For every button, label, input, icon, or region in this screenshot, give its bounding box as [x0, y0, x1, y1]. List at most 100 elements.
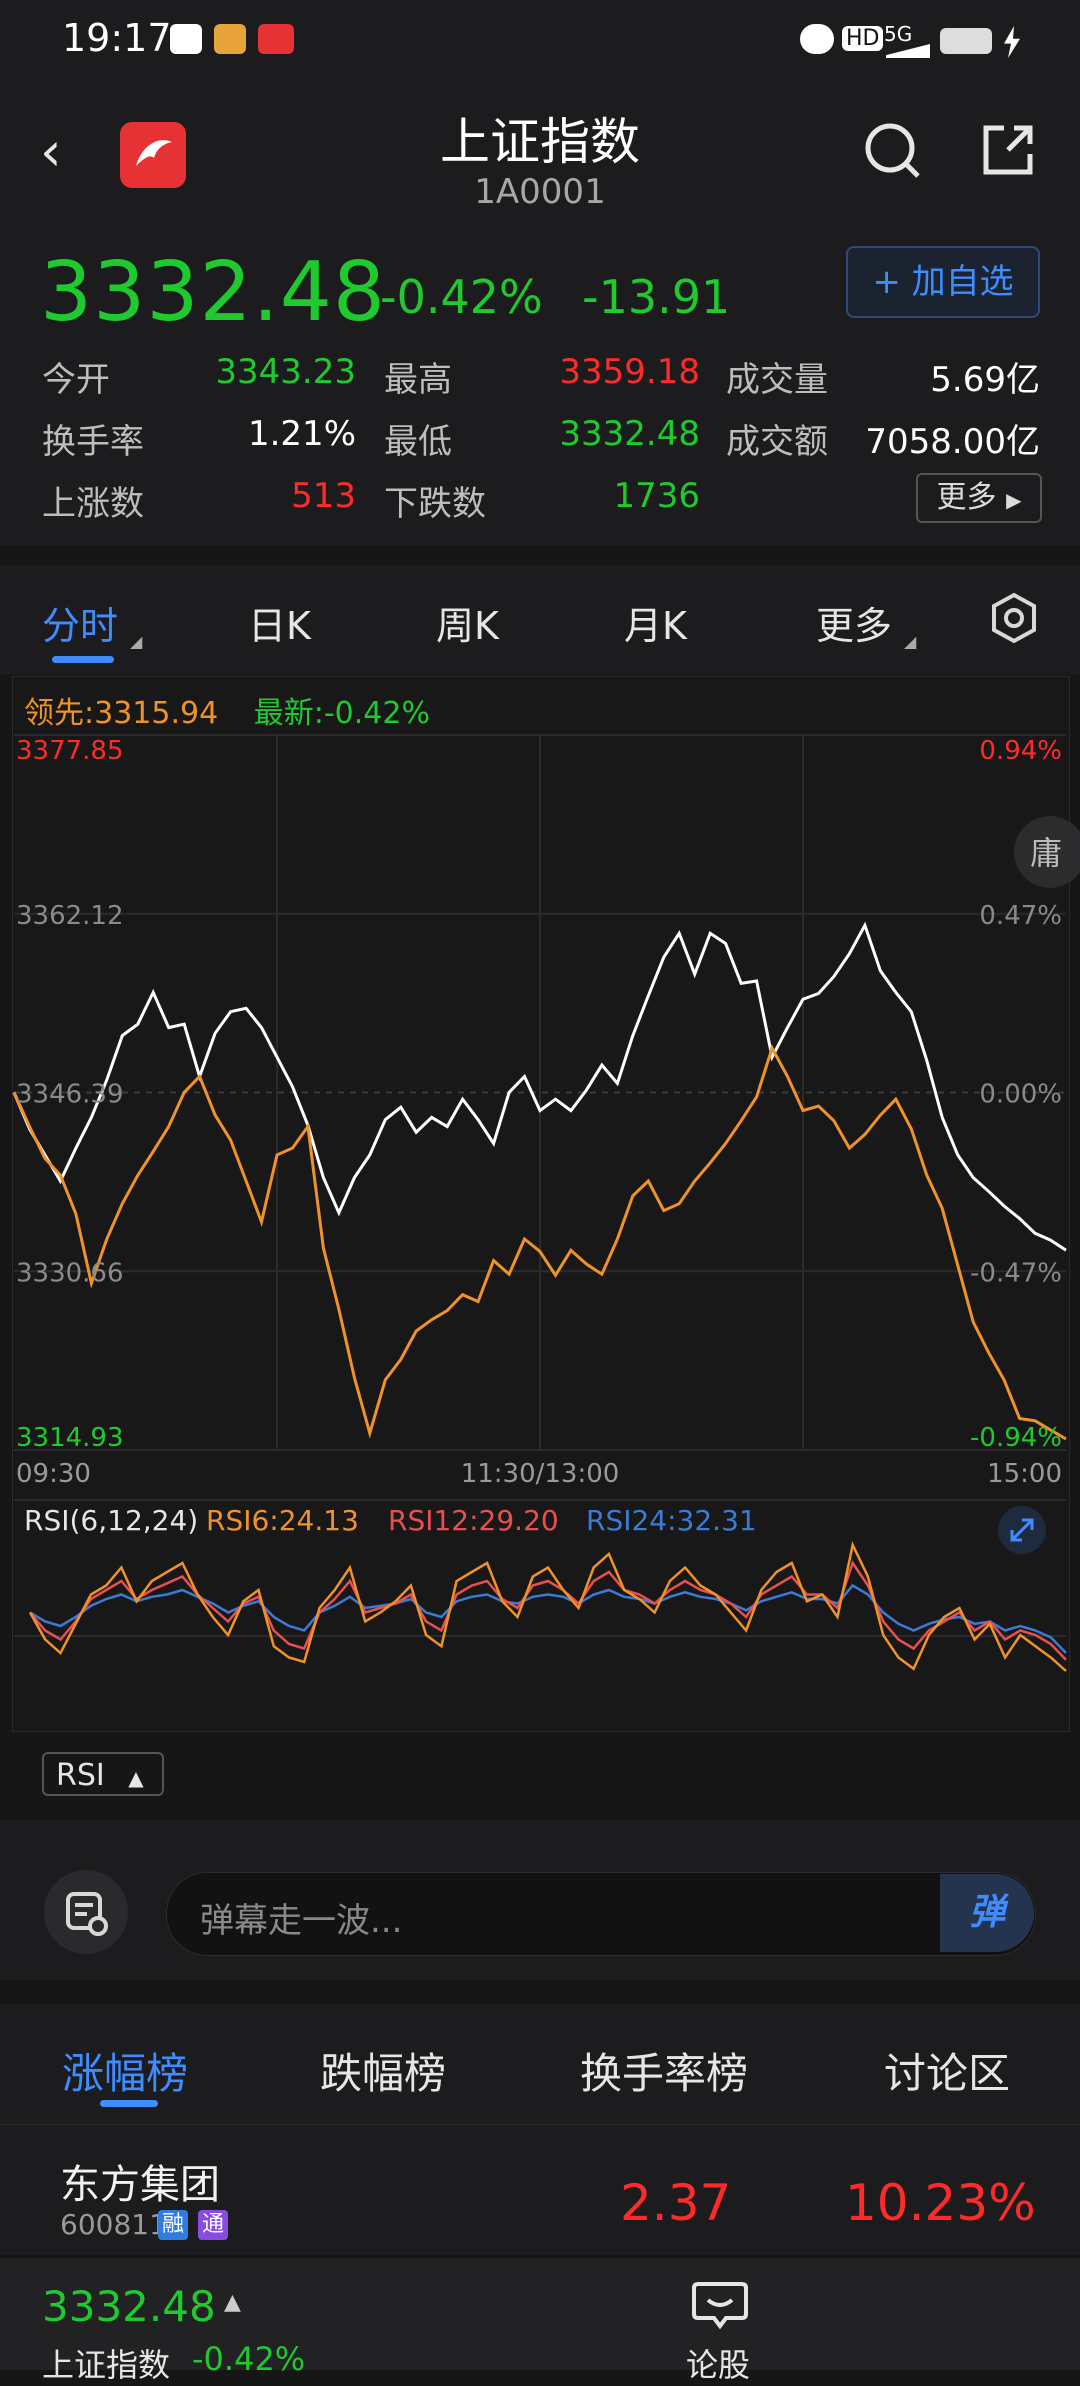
- tab-more[interactable]: 更多: [816, 604, 893, 648]
- stat-value: 3359.18: [559, 352, 700, 392]
- stat-label: 成交额: [726, 422, 828, 462]
- stat-label: 最高: [384, 360, 452, 400]
- app-icon-3: [258, 24, 294, 54]
- alarm-icon: [800, 24, 834, 54]
- share-icon[interactable]: [978, 120, 1038, 180]
- rsi-line: [29, 1583, 1067, 1654]
- battery-icon: [940, 28, 992, 54]
- dropdown-icon: ◢: [130, 632, 143, 651]
- triangle-right-icon: ▶: [1006, 488, 1022, 512]
- legend-latest: 最新:-0.42%: [253, 696, 430, 731]
- y-axis-right-tick: 0.47%: [979, 901, 1062, 931]
- stat-value: 3332.48: [559, 414, 700, 454]
- tab-daily-k[interactable]: 日K: [248, 604, 311, 648]
- price-line: [12, 921, 1067, 1252]
- stat-value: 1736: [613, 476, 700, 516]
- legend-lead: 领先:3315.94: [24, 696, 219, 731]
- page-title: 上证指数: [440, 113, 640, 171]
- bottom-change-percent: -0.42%: [192, 2340, 306, 2378]
- y-axis-right-tick: 0.94%: [979, 736, 1062, 766]
- more-label: 更多: [936, 480, 997, 515]
- danmu-input[interactable]: [166, 1872, 1036, 1956]
- y-axis-right-tick: 0.00%: [979, 1080, 1062, 1110]
- active-rank-tab-indicator: [100, 2100, 158, 2107]
- tab-discussion[interactable]: 讨论区: [884, 2049, 1011, 2098]
- triangle-up-icon: ▲: [224, 2290, 241, 2315]
- stat-label: 最低: [384, 422, 452, 462]
- stock-change-percent: 10.23%: [845, 2174, 1036, 2232]
- stat-value: 7058.00亿: [865, 422, 1040, 462]
- stat-label: 下跌数: [384, 484, 486, 524]
- tab-turnover[interactable]: 换手率榜: [580, 2049, 749, 2098]
- chart-tabs: [0, 565, 1080, 675]
- discuss-label: 论股: [686, 2346, 751, 2384]
- dropdown-icon: ◢: [904, 632, 917, 651]
- change-percent: -0.42%: [380, 270, 543, 324]
- y-axis-left-tick: 3377.85: [16, 736, 124, 766]
- triangle-up-icon: ▲: [128, 1766, 144, 1790]
- status-bar: 19:17 HD 5G: [0, 0, 1080, 80]
- indicator-select-button[interactable]: RSI ▲: [42, 1752, 164, 1796]
- side-tab-label: 庸: [1030, 834, 1062, 872]
- bottom-bar: [0, 2258, 1080, 2370]
- tab-weekly-k[interactable]: 周K: [436, 604, 499, 648]
- bottom-price: 3332.48: [42, 2282, 216, 2331]
- app-icon-1: [170, 24, 202, 54]
- rsi-title: RSI(6,12,24): [24, 1504, 198, 1537]
- y-axis-right-tick: -0.47%: [970, 1258, 1062, 1288]
- lead-line: [12, 1044, 1067, 1441]
- tab-monthly-k[interactable]: 月K: [624, 604, 687, 648]
- rsi-line: [29, 1560, 1067, 1661]
- y-axis-left-tick: 3330.66: [16, 1258, 124, 1288]
- rsi-line: [28, 1541, 1067, 1672]
- chart-legend: 领先:3315.94 最新:-0.42%: [24, 688, 430, 732]
- more-stats-button[interactable]: 更多 ▶: [916, 473, 1042, 523]
- y-axis-right-tick: -0.94%: [970, 1423, 1062, 1453]
- stock-code: 1A0001: [474, 172, 606, 212]
- stat-value: 513: [291, 476, 356, 516]
- stat-label: 上涨数: [42, 484, 144, 524]
- back-icon[interactable]: ‹: [40, 120, 62, 183]
- y-axis-left-tick: 3346.39: [16, 1080, 124, 1110]
- expand-icon: [1010, 1518, 1034, 1542]
- search-icon[interactable]: [862, 120, 922, 180]
- margin-badge: 融: [158, 2210, 188, 2240]
- danmu-placeholder: 弹幕走一波...: [200, 1901, 403, 1941]
- settings-icon[interactable]: [988, 592, 1040, 644]
- stock-price: 2.37: [620, 2174, 732, 2232]
- stat-label: 成交量: [726, 360, 828, 400]
- danmu-settings-icon[interactable]: [44, 1870, 128, 1954]
- danmu-send-button[interactable]: 弹: [940, 1874, 1034, 1952]
- y-axis-left-tick: 3314.93: [16, 1423, 124, 1453]
- rsi-legend: RSI12:29.20: [388, 1504, 559, 1537]
- x-axis-tick: 11:30/13:00: [461, 1459, 620, 1489]
- stock-name: 东方集团: [60, 2162, 220, 2208]
- bottom-index-name: 上证指数: [42, 2346, 171, 2384]
- y-axis-left-tick: 3362.12: [16, 901, 124, 931]
- indicator-label: RSI: [56, 1758, 105, 1793]
- stat-value: 3343.23: [215, 352, 356, 392]
- comment-icon[interactable]: [690, 2278, 750, 2334]
- current-price: 3332.48: [40, 245, 387, 340]
- tab-losers[interactable]: 跌幅榜: [320, 2049, 447, 2098]
- change-value: -13.91: [582, 270, 731, 324]
- stat-value: 5.69亿: [930, 360, 1040, 400]
- signal-icon: 5G: [884, 22, 913, 46]
- stat-label: 今开: [42, 360, 110, 400]
- rsi-legend: RSI24:32.31: [586, 1504, 757, 1537]
- stat-label: 换手率: [42, 422, 144, 462]
- stat-value: 1.21%: [247, 414, 356, 454]
- tab-gainers[interactable]: 涨幅榜: [62, 2049, 189, 2098]
- tab-intraday[interactable]: 分时: [42, 604, 119, 648]
- status-time: 19:17: [62, 16, 172, 60]
- rsi-legend: RSI6:24.13: [206, 1504, 359, 1537]
- side-tab: [1014, 816, 1080, 888]
- connect-badge: 通: [198, 2210, 228, 2240]
- add-watchlist-button[interactable]: + 加自选: [846, 246, 1040, 318]
- x-axis-tick: 09:30: [16, 1459, 91, 1489]
- intraday-chart[interactable]: 3377.85 3362.12 3346.39 3330.66 3314.93 0.94%…: [0, 0, 1080, 1760]
- hd-icon: HD: [842, 26, 884, 51]
- stock-code: 600811: [60, 2208, 167, 2241]
- active-tab-indicator: [52, 656, 114, 663]
- app-icon-2: [214, 24, 246, 54]
